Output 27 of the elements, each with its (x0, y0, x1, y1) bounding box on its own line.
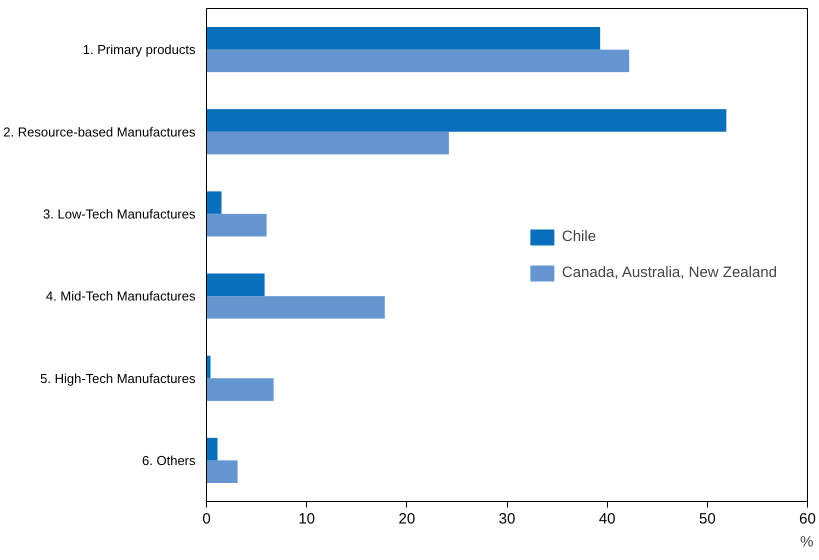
bar (206, 438, 218, 460)
bar (206, 296, 385, 319)
bar (206, 132, 449, 154)
bar (206, 50, 630, 72)
legend-label: Canada, Australia, New Zealand (562, 264, 777, 281)
x-tick-label: 10 (298, 510, 316, 528)
y-tick-label: 4. Mid-Tech Manufactures (46, 288, 196, 304)
legend-label: Chile (562, 228, 596, 245)
y-tick-label: 5. High-Tech Manufactures (40, 370, 196, 386)
y-tick-label: 3. Low-Tech Manufactures (43, 206, 196, 222)
bar (206, 273, 265, 296)
bar (206, 214, 267, 237)
x-tick-label: 50 (698, 510, 716, 528)
bar (206, 26, 600, 50)
bar (206, 378, 274, 401)
x-tick-label: 0 (202, 510, 211, 528)
x-tick-label: 30 (498, 510, 516, 528)
x-tick-label: 60 (799, 510, 816, 528)
bar (206, 191, 222, 214)
bar (206, 109, 726, 132)
y-tick-label: 1. Primary products (82, 42, 196, 58)
x-tick-label: 20 (398, 510, 416, 528)
x-tick-label: 40 (598, 510, 616, 528)
x-axis-title: % (800, 534, 814, 550)
y-tick-label: 2. Resource-based Manufactures (3, 124, 196, 140)
y-tick-label: 6. Others (142, 452, 196, 468)
bar (206, 460, 238, 484)
